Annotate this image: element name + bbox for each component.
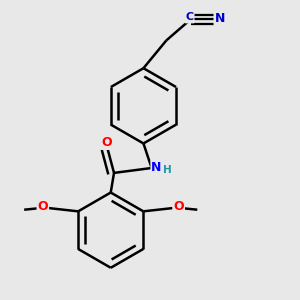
Text: H: H [163,165,172,175]
Text: C: C [185,13,194,22]
Text: O: O [38,200,48,213]
Text: N: N [152,161,162,174]
Text: N: N [214,12,225,25]
Text: O: O [173,200,184,213]
Text: O: O [101,136,112,149]
